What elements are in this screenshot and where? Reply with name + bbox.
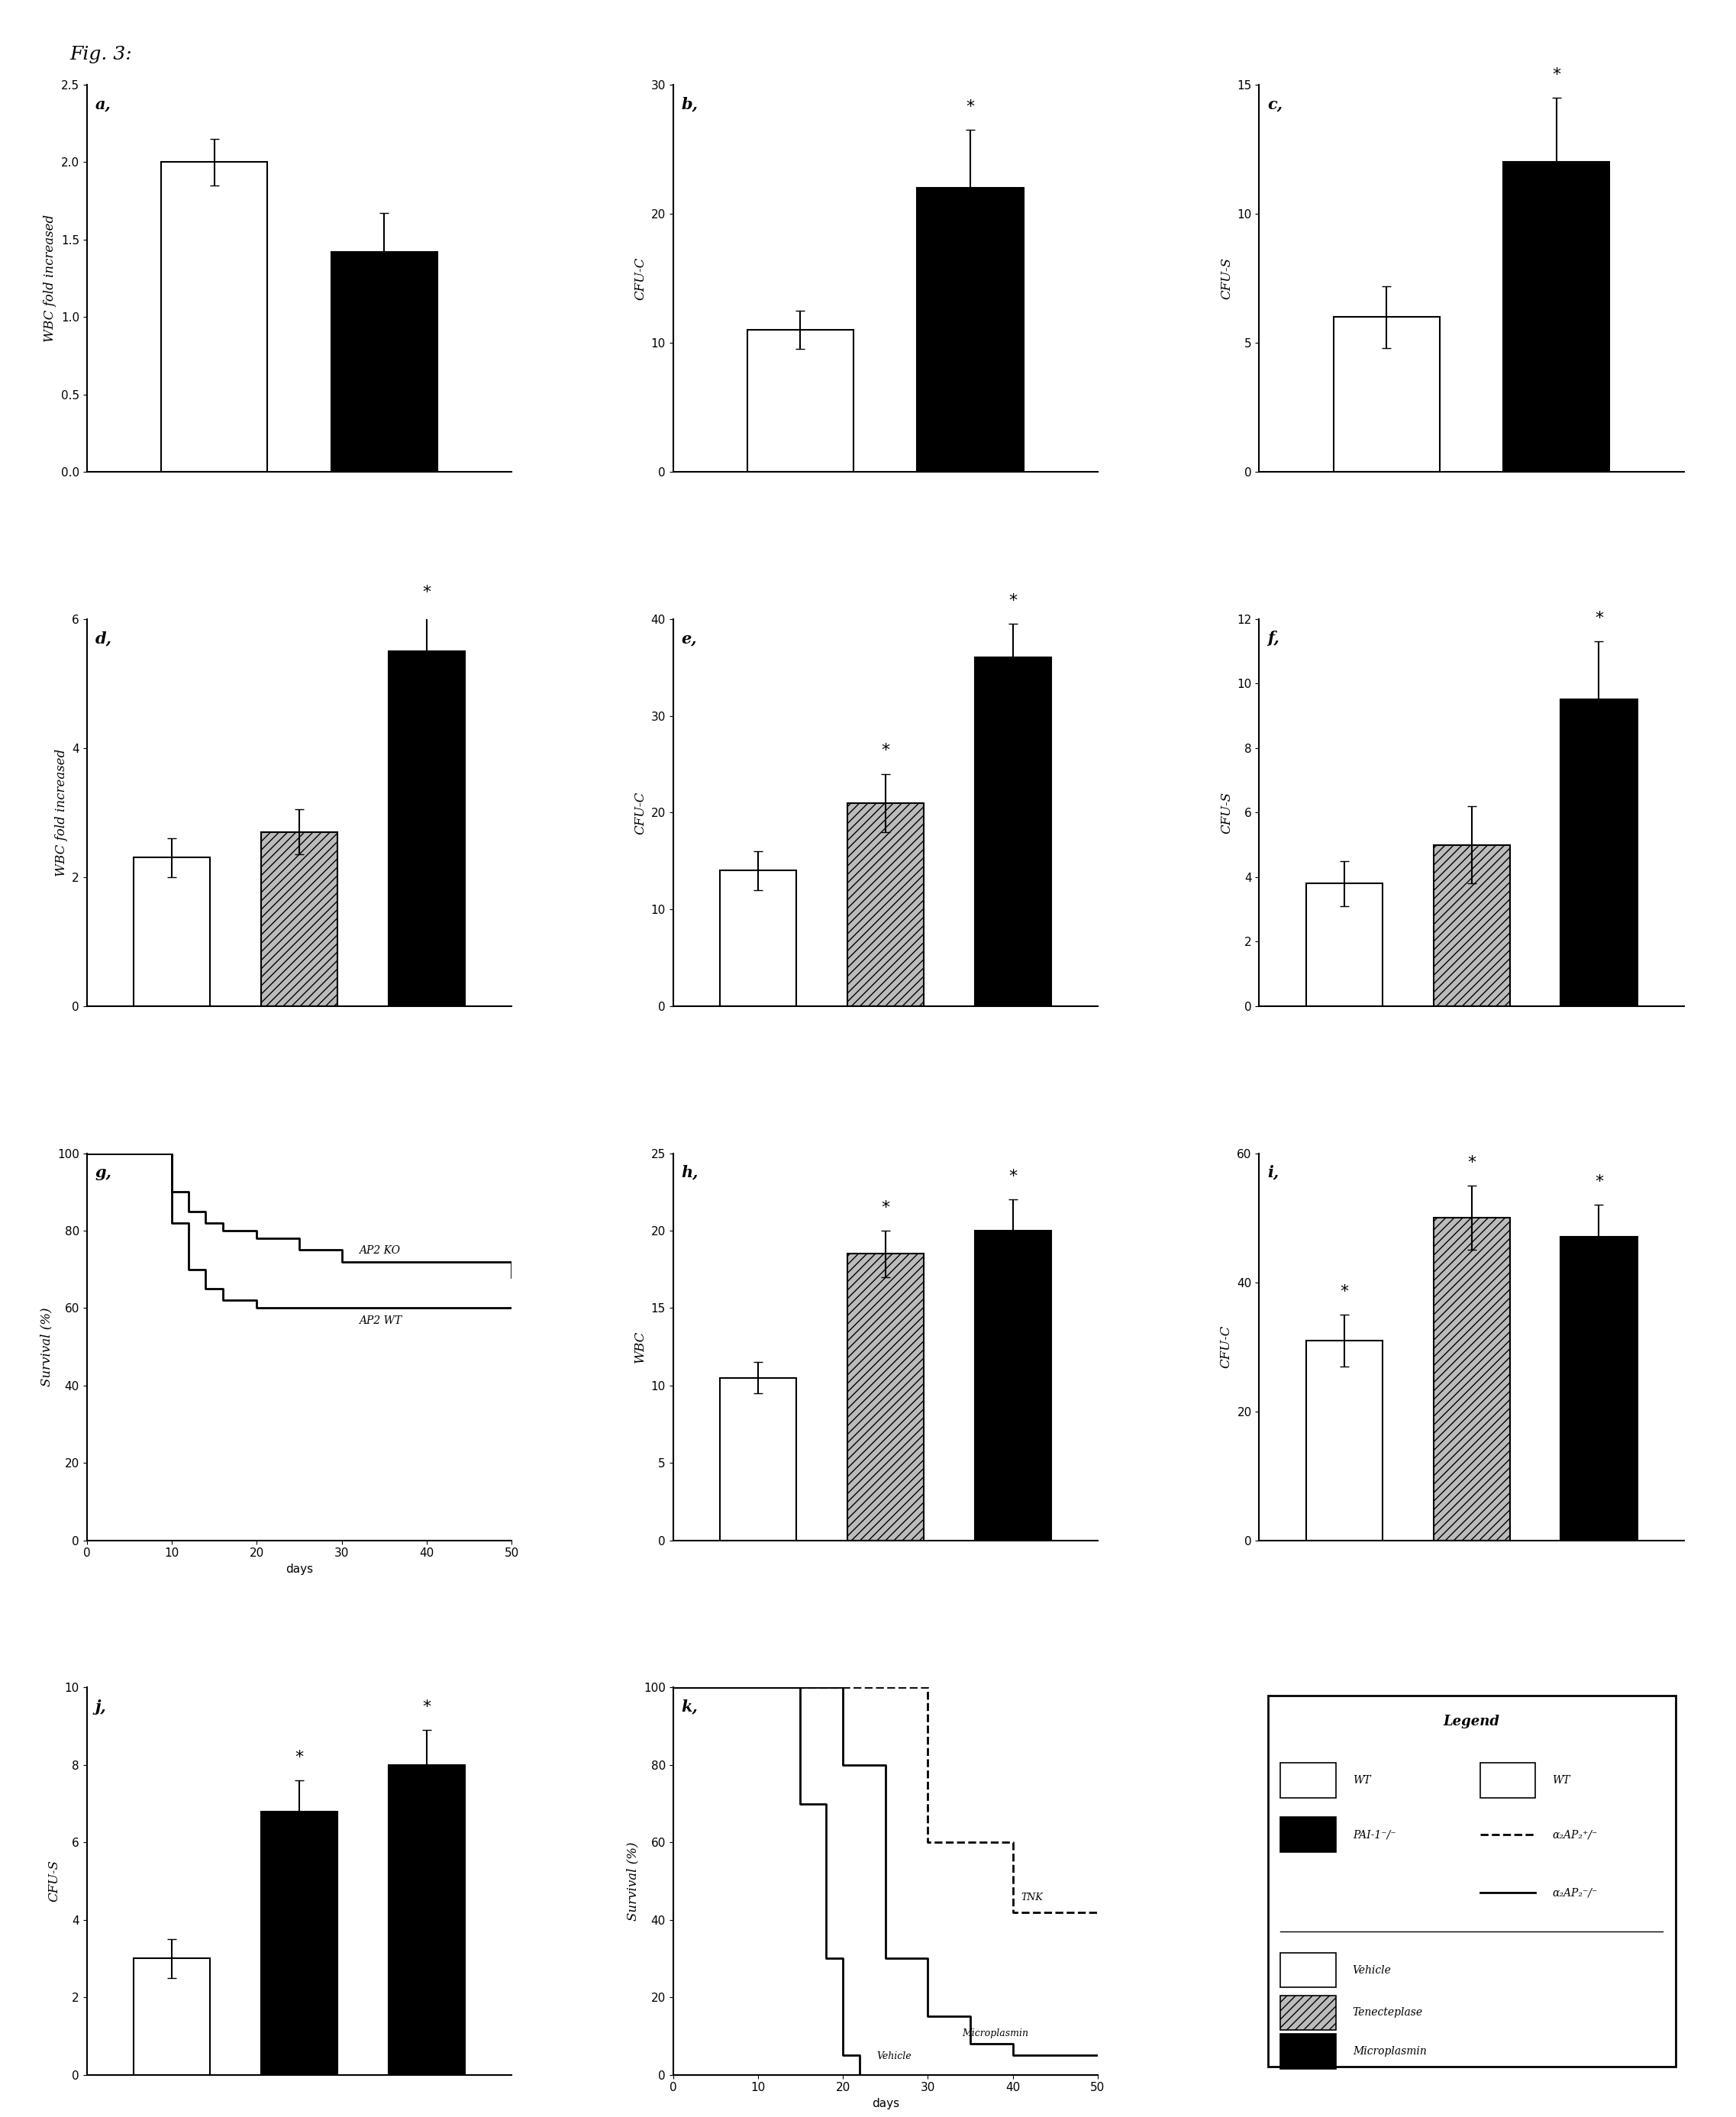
- Text: *: *: [1467, 1154, 1476, 1171]
- Bar: [720, 870, 797, 1006]
- Text: k,: k,: [682, 1700, 698, 1715]
- Text: *: *: [1595, 1175, 1604, 1190]
- Bar: [974, 658, 1050, 1006]
- Bar: [1305, 883, 1382, 1006]
- Bar: [847, 1253, 924, 1541]
- Bar: [1281, 1816, 1335, 1852]
- Bar: [1561, 699, 1637, 1006]
- Bar: [1434, 1217, 1510, 1541]
- Y-axis label: CFU-C: CFU-C: [634, 256, 646, 301]
- Y-axis label: Survival (%): Survival (%): [627, 1842, 639, 1920]
- Text: WT: WT: [1352, 1774, 1370, 1787]
- Text: b,: b,: [682, 95, 698, 112]
- Bar: [1305, 1340, 1382, 1541]
- Text: *: *: [882, 1200, 889, 1215]
- Text: d,: d,: [95, 631, 113, 646]
- Text: i,: i,: [1267, 1164, 1279, 1179]
- Text: *: *: [1595, 612, 1604, 627]
- Text: α₂AP₂⁻/⁻: α₂AP₂⁻/⁻: [1552, 1888, 1597, 1899]
- Bar: [847, 802, 924, 1006]
- Bar: [260, 1812, 337, 2075]
- Text: a,: a,: [95, 95, 111, 112]
- Text: *: *: [295, 1749, 304, 1766]
- X-axis label: days: days: [871, 2098, 899, 2109]
- Text: Tenecteplase: Tenecteplase: [1352, 2007, 1424, 2018]
- Text: Fig. 3:: Fig. 3:: [69, 47, 132, 64]
- Text: WT: WT: [1552, 1774, 1569, 1787]
- Text: h,: h,: [682, 1164, 698, 1179]
- Bar: [161, 163, 267, 472]
- Text: *: *: [1009, 1169, 1017, 1183]
- Bar: [260, 832, 337, 1006]
- Bar: [746, 330, 854, 472]
- Text: f,: f,: [1267, 631, 1279, 646]
- Y-axis label: CFU-C: CFU-C: [634, 792, 646, 834]
- Bar: [1281, 2034, 1335, 2068]
- Bar: [1281, 1763, 1335, 1797]
- FancyBboxPatch shape: [1267, 1696, 1675, 2066]
- Text: *: *: [1340, 1283, 1349, 1300]
- Bar: [1561, 1236, 1637, 1541]
- Bar: [1503, 163, 1609, 472]
- Text: AP2 WT: AP2 WT: [359, 1315, 401, 1325]
- Y-axis label: CFU-C: CFU-C: [1220, 1325, 1233, 1368]
- Text: *: *: [422, 1700, 431, 1715]
- Bar: [134, 857, 210, 1006]
- Bar: [720, 1378, 797, 1541]
- Y-axis label: WBC fold increased: WBC fold increased: [56, 749, 68, 876]
- Y-axis label: Survival (%): Survival (%): [40, 1308, 54, 1387]
- Text: *: *: [965, 99, 974, 114]
- Text: Vehicle: Vehicle: [1352, 1965, 1392, 1975]
- X-axis label: days: days: [285, 1564, 312, 1575]
- Text: *: *: [1009, 593, 1017, 608]
- Text: TNK: TNK: [1021, 1893, 1043, 1903]
- Text: *: *: [422, 584, 431, 601]
- Text: Microplasmin: Microplasmin: [1352, 2047, 1427, 2058]
- Y-axis label: CFU-S: CFU-S: [1220, 792, 1233, 834]
- Text: c,: c,: [1267, 95, 1283, 112]
- Text: *: *: [882, 743, 889, 758]
- Text: g,: g,: [95, 1164, 113, 1179]
- Text: e,: e,: [682, 631, 698, 646]
- Y-axis label: WBC: WBC: [634, 1332, 646, 1363]
- Text: Vehicle: Vehicle: [877, 2051, 911, 2062]
- Bar: [974, 1230, 1050, 1541]
- Bar: [389, 1766, 465, 2075]
- Text: AP2 KO: AP2 KO: [359, 1245, 399, 1255]
- Y-axis label: CFU-S: CFU-S: [47, 1861, 61, 1901]
- Bar: [134, 1958, 210, 2075]
- Bar: [1481, 1763, 1535, 1797]
- Y-axis label: WBC fold increased: WBC fold increased: [43, 214, 57, 343]
- Text: Legend: Legend: [1443, 1715, 1500, 1727]
- Text: α₂AP₂⁺/⁻: α₂AP₂⁺/⁻: [1552, 1829, 1597, 1840]
- Text: Microplasmin: Microplasmin: [962, 2028, 1028, 2039]
- Bar: [1281, 1952, 1335, 1988]
- Y-axis label: CFU-S: CFU-S: [1220, 258, 1233, 298]
- Bar: [917, 188, 1024, 472]
- Bar: [1333, 318, 1439, 472]
- Text: PAI-1⁻/⁻: PAI-1⁻/⁻: [1352, 1829, 1396, 1840]
- Text: *: *: [1552, 68, 1561, 83]
- Bar: [1281, 1996, 1335, 2030]
- Bar: [1434, 845, 1510, 1006]
- Bar: [389, 652, 465, 1006]
- Text: j,: j,: [95, 1700, 106, 1715]
- Bar: [332, 252, 437, 472]
